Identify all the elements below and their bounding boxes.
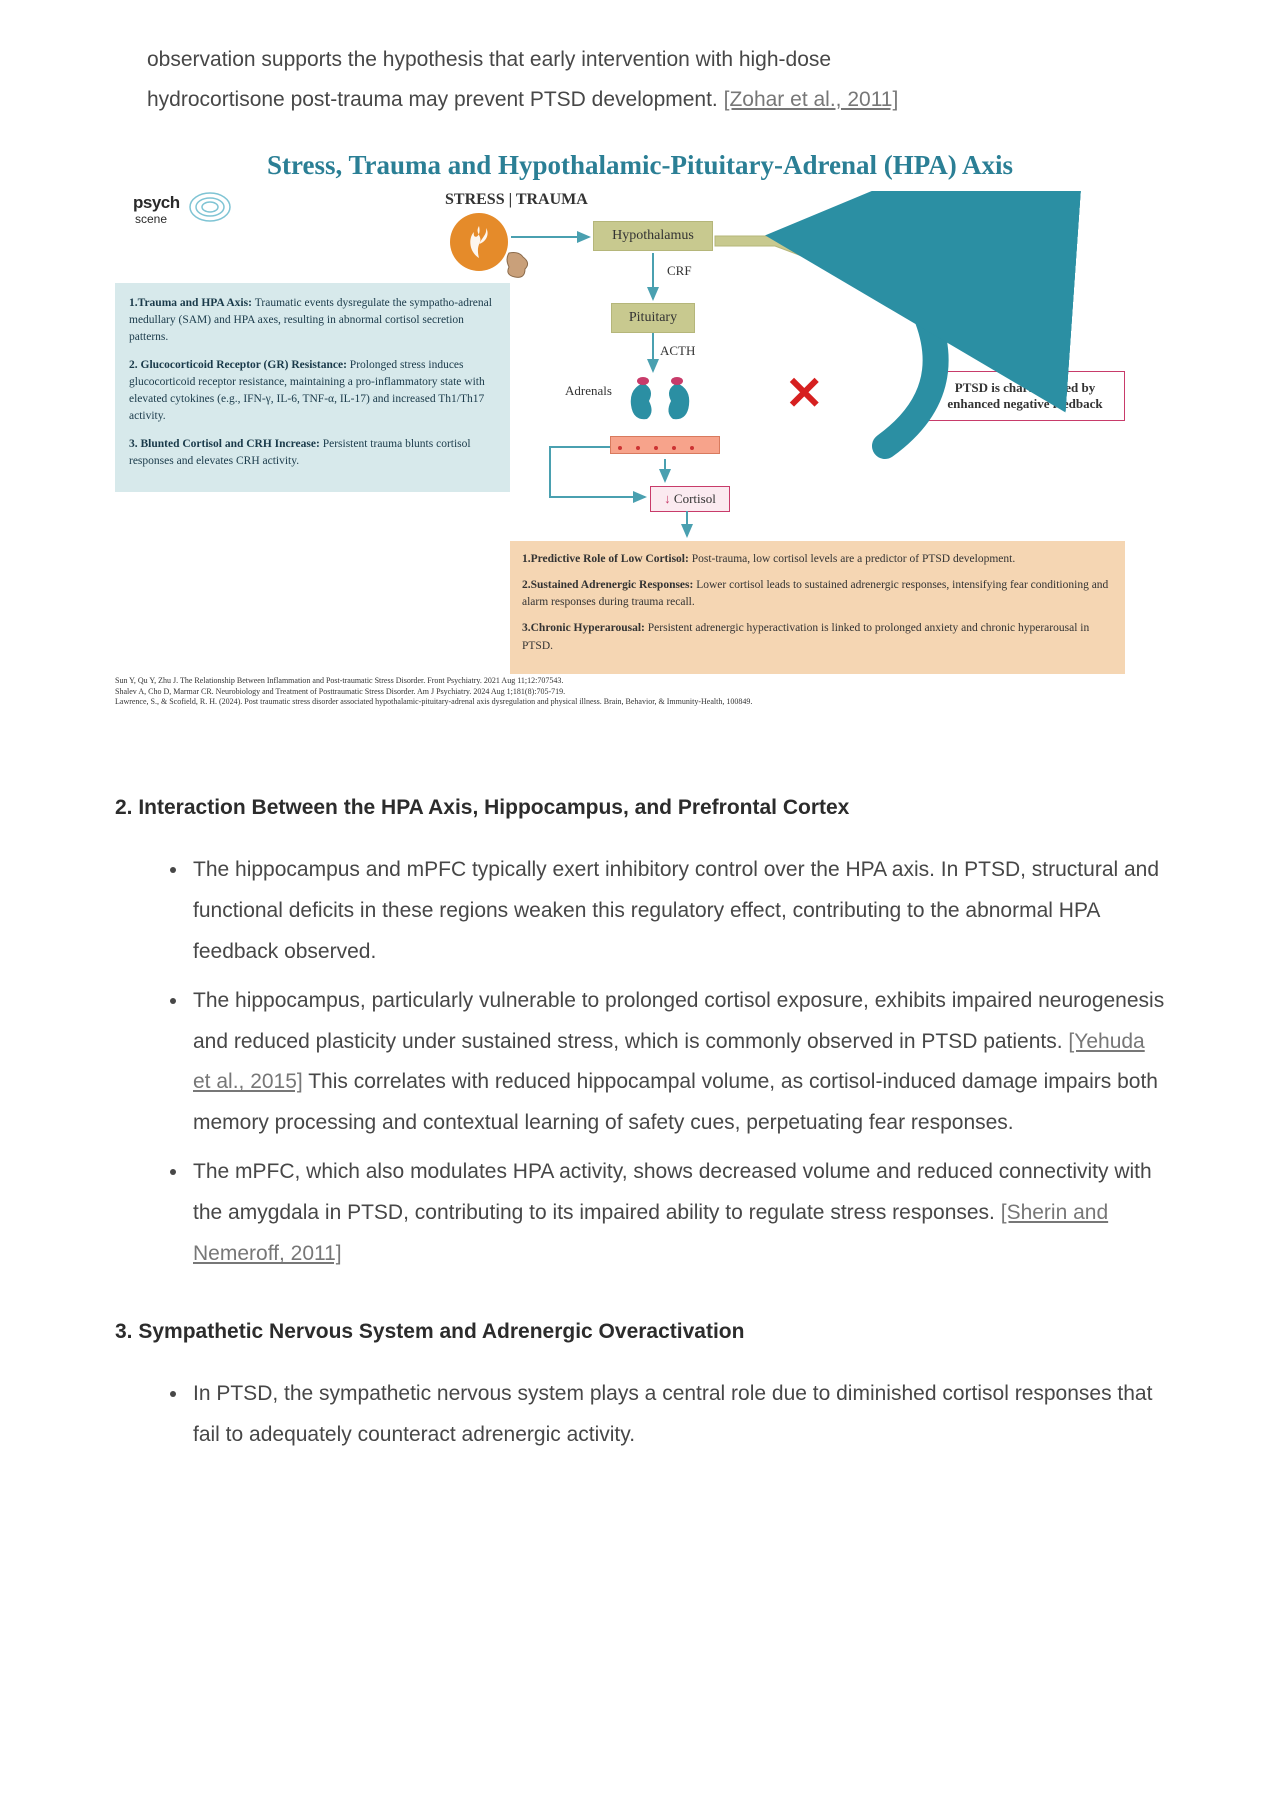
stress-trauma-label: STRESS | TRAUMA — [445, 191, 588, 209]
hypothalamus-box: Hypothalamus — [593, 221, 713, 251]
logo-text-psych: psych — [133, 193, 180, 212]
kidneys-icon — [625, 375, 695, 427]
acth-label: ACTH — [660, 343, 695, 359]
info-box-left: 1.Trauma and HPA Axis: Traumatic events … — [115, 283, 510, 492]
s2-item-2-pre: The hippocampus, particularly vulnerable… — [193, 989, 1164, 1053]
bot-p3-head: 3.Chronic Hyperarousal: — [522, 622, 648, 634]
intro-line1: observation supports the hypothesis that… — [147, 48, 831, 71]
left-p2-head: 2. Glucocorticoid Receptor (GR) Resistan… — [129, 359, 350, 371]
page-container: observation supports the hypothesis that… — [0, 40, 1280, 1456]
hpa-diagram: Stress, Trauma and Hypothalamic-Pituitar… — [115, 150, 1165, 751]
s2-item-1: The hippocampus and mPFC typically exert… — [189, 850, 1165, 973]
intro-line2: hydrocortisone post-trauma may prevent P… — [147, 88, 724, 111]
feedback-blocked-x-icon: ✕ — [785, 366, 824, 420]
info-box-bottom: 1.Predictive Role of Low Cortisol: Post-… — [510, 541, 1125, 674]
crf-label: CRF — [667, 263, 692, 279]
section-2-list: The hippocampus and mPFC typically exert… — [115, 850, 1165, 1275]
intro-paragraph: observation supports the hypothesis that… — [115, 40, 1165, 120]
bot-p1-body: Post-trauma, low cortisol levels are a p… — [692, 553, 1016, 565]
left-p3-head: 3. Blunted Cortisol and CRH Increase: — [129, 438, 323, 450]
left-p1-head: 1.Trauma and HPA Axis: — [129, 297, 255, 309]
bot-p2-head: 2.Sustained Adrenergic Responses: — [522, 579, 696, 591]
logo-swirl-icon — [188, 189, 238, 225]
ptsd-feedback-box: PTSD is characterised by enhanced negati… — [925, 371, 1125, 421]
section-3-list: In PTSD, the sympathetic nervous system … — [115, 1374, 1165, 1456]
diagram-references: Sun Y, Qu Y, Zhu J. The Relationship Bet… — [115, 676, 1165, 708]
section-3-heading: 3. Sympathetic Nervous System and Adrene… — [115, 1320, 1165, 1344]
section-2-heading: 2. Interaction Between the HPA Axis, Hip… — [115, 796, 1165, 820]
diagram-title: Stress, Trauma and Hypothalamic-Pituitar… — [115, 150, 1165, 181]
diagram-body: psych scene STRESS | TRAUMA Hypothalamus — [115, 191, 1165, 751]
cortisol-down-arrow-icon: ↓ — [664, 491, 674, 506]
brain-icon — [503, 249, 533, 281]
ref-3: Lawrence, S., & Scofield, R. H. (2024). … — [115, 697, 1165, 708]
adrenals-label: Adrenals — [565, 383, 612, 399]
bot-p1-head: 1.Predictive Role of Low Cortisol: — [522, 553, 692, 565]
cortisol-secretion-bar — [610, 436, 720, 454]
cortisol-label: Cortisol — [674, 491, 716, 506]
s2-item-3: The mPFC, which also modulates HPA activ… — [189, 1152, 1165, 1275]
cortisol-box: ↓ Cortisol — [650, 486, 730, 512]
s2-item-2: The hippocampus, particularly vulnerable… — [189, 981, 1165, 1145]
ref-2: Shalev A, Cho D, Marmar CR. Neurobiology… — [115, 687, 1165, 698]
s2-item-2-post: This correlates with reduced hippocampal… — [193, 1070, 1158, 1134]
logo-text-scene: scene — [135, 212, 167, 226]
fire-icon — [450, 213, 508, 271]
citation-zohar-2011[interactable]: [Zohar et al., 2011] — [724, 88, 899, 111]
ref-1: Sun Y, Qu Y, Zhu J. The Relationship Bet… — [115, 676, 1165, 687]
psychscene-logo: psych scene — [133, 193, 180, 231]
s3-item-1: In PTSD, the sympathetic nervous system … — [189, 1374, 1165, 1456]
pituitary-box: Pituitary — [611, 303, 695, 333]
